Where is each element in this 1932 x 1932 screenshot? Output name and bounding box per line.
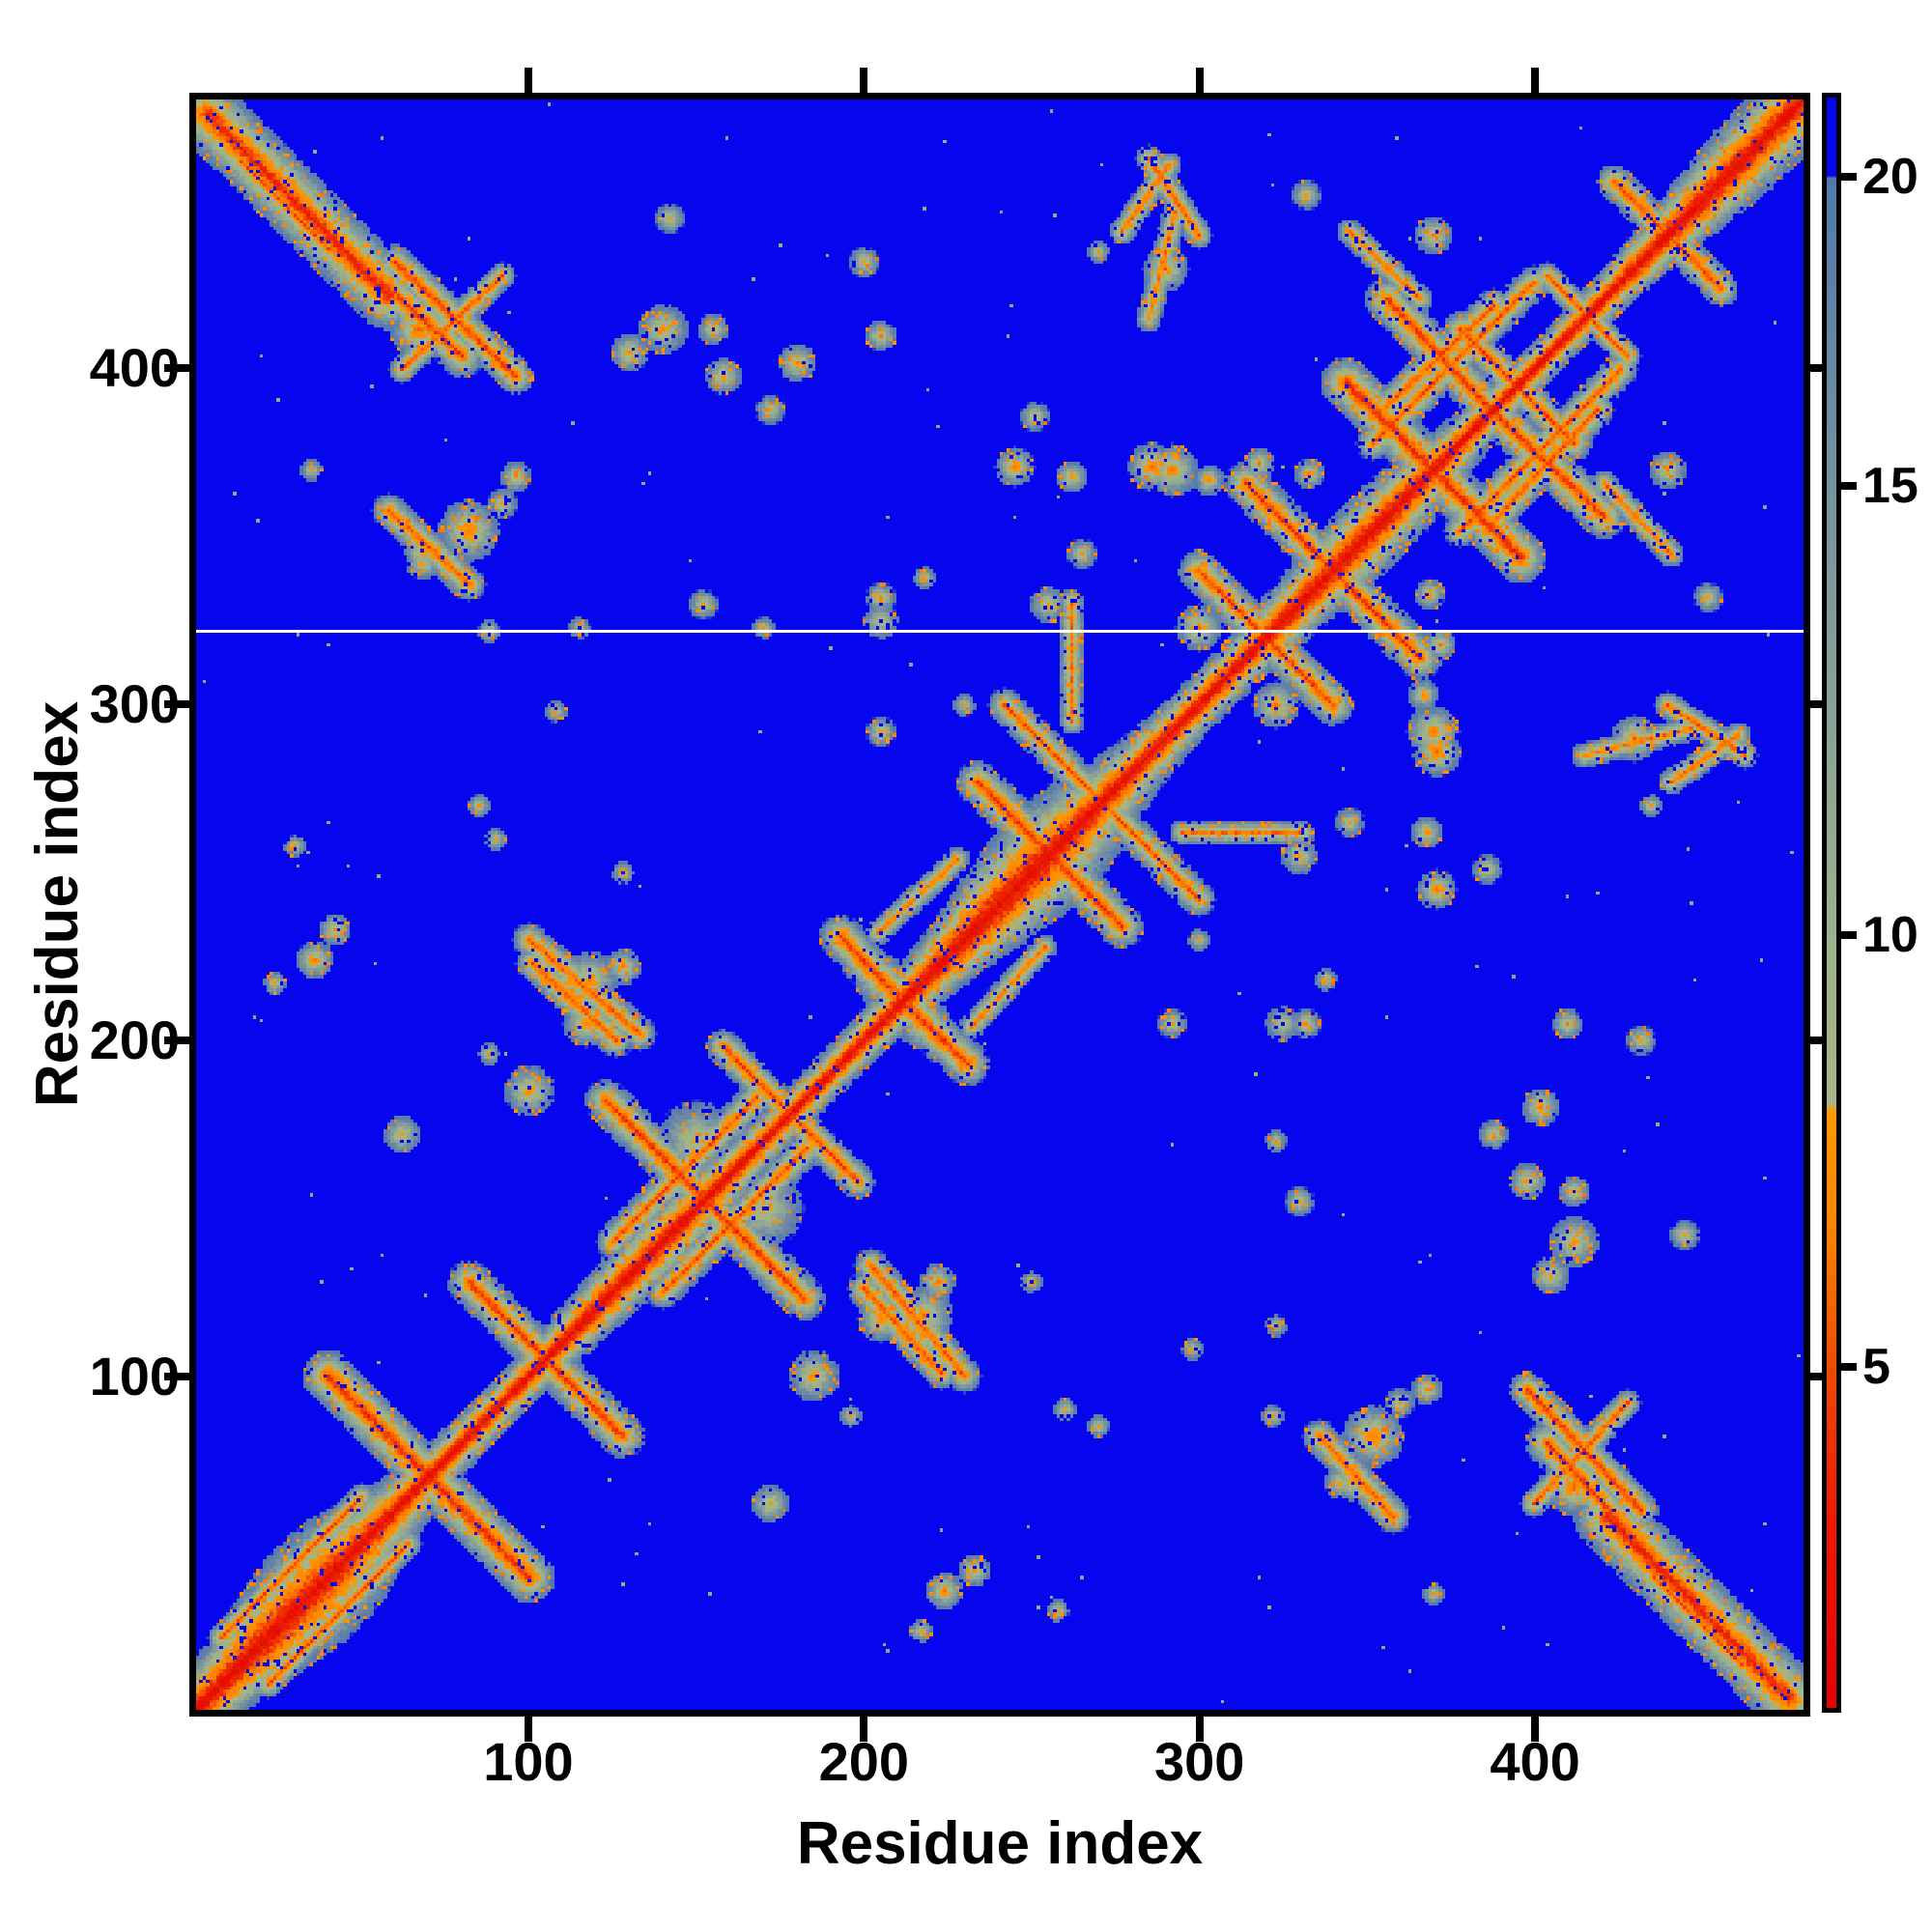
y-tick-label: 100 [89,1346,180,1407]
colorbar-tick-label: 15 [1862,457,1918,514]
y-axis-right-tick [1810,1373,1824,1381]
x-axis-tick [524,1717,532,1742]
x-axis-top-tick [1195,68,1204,93]
colorbar-tick [1841,930,1857,939]
x-axis-tick [1195,1717,1204,1742]
y-tick-label: 200 [89,1009,180,1071]
x-tick-label: 400 [1490,1731,1580,1792]
colorbar-tick-label: 10 [1862,906,1918,963]
colorbar-tick-label: 5 [1862,1338,1890,1395]
x-axis-label: Residue index [796,1810,1204,1877]
y-axis-tick [164,1037,189,1045]
missing-row-line [196,630,1804,634]
x-axis-tick [1531,1717,1540,1742]
colorbar-tick [1841,172,1857,181]
y-axis-right-tick [1810,700,1824,709]
colorbar-tick [1841,1362,1857,1371]
y-tick-label: 300 [89,673,180,735]
heatmap-canvas [196,99,1804,1710]
y-axis-tick [164,1373,189,1381]
x-tick-label: 300 [1153,1731,1245,1792]
x-tick-label: 200 [818,1731,910,1792]
colorbar-tick [1841,481,1857,490]
y-axis-label: Residue index [24,700,91,1108]
x-axis-tick [860,1717,868,1742]
x-axis-top-tick [1531,68,1540,93]
y-axis-tick [164,700,189,709]
colorbar-tick-label: 20 [1862,148,1918,205]
y-axis-tick [164,364,189,373]
y-tick-label: 400 [89,337,180,399]
colorbar [1822,93,1841,1713]
heatmap-plot-frame [189,93,1810,1717]
x-axis-top-tick [860,68,868,93]
y-axis-right-tick [1810,1037,1824,1045]
x-tick-label: 100 [483,1731,574,1792]
y-axis-right-tick [1810,364,1824,373]
x-axis-top-tick [524,68,532,93]
